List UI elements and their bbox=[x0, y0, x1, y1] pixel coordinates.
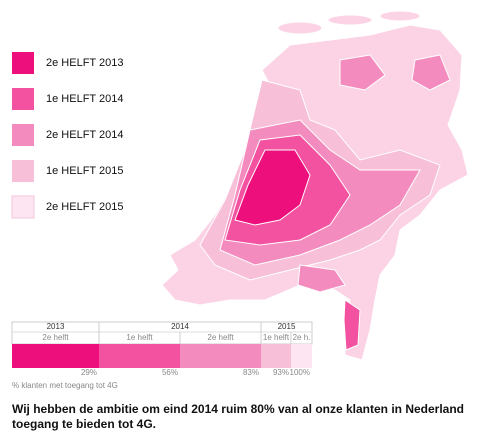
island bbox=[277, 21, 323, 35]
legend-label: 1e HELFT 2014 bbox=[46, 93, 123, 105]
legend-label: 2e HELFT 2014 bbox=[46, 129, 123, 141]
half-label: 1e helft bbox=[126, 333, 153, 342]
year-label: 2015 bbox=[278, 322, 296, 331]
half-label: 1e helft bbox=[263, 333, 290, 342]
map bbox=[161, 10, 469, 361]
region bbox=[343, 299, 361, 351]
legend-swatch bbox=[12, 88, 34, 110]
timeline-segment bbox=[261, 344, 291, 368]
timeline-segment bbox=[180, 344, 261, 368]
half-label: 2e h. bbox=[293, 333, 311, 342]
legend-label: 2e HELFT 2015 bbox=[46, 201, 123, 213]
year-label: 2013 bbox=[47, 322, 65, 331]
region bbox=[411, 54, 451, 91]
percent-label: 100% bbox=[290, 368, 310, 377]
half-label: 2e helft bbox=[42, 333, 69, 342]
map-graphic: 2e HELFT 2013 1e HELFT 2014 2e HELFT 2014 1… bbox=[11, 10, 469, 390]
region bbox=[297, 264, 346, 293]
percent-label: 93% bbox=[273, 368, 289, 377]
timeline-caption: % klanten met toegang tot 4G bbox=[12, 381, 118, 390]
timeline-segment bbox=[12, 344, 99, 368]
percent-label: 83% bbox=[243, 368, 259, 377]
legend-swatch bbox=[12, 160, 34, 182]
legend-label: 2e HELFT 2013 bbox=[46, 57, 123, 69]
island bbox=[379, 10, 421, 22]
legend-swatch bbox=[11, 195, 35, 219]
legend-label: 1e HELFT 2015 bbox=[46, 165, 123, 177]
island bbox=[327, 14, 373, 26]
timeline-segment bbox=[99, 344, 180, 368]
legend-swatch bbox=[12, 124, 34, 146]
region bbox=[234, 149, 311, 226]
percent-label: 29% bbox=[81, 368, 97, 377]
year-label: 2014 bbox=[171, 322, 189, 331]
percent-label: 56% bbox=[162, 368, 178, 377]
footer-text: Wij hebben de ambitie om eind 2014 ruim … bbox=[12, 402, 465, 431]
legend-swatch bbox=[12, 52, 34, 74]
region bbox=[339, 54, 386, 91]
half-label: 2e helft bbox=[207, 333, 234, 342]
timeline-segment bbox=[291, 344, 312, 368]
